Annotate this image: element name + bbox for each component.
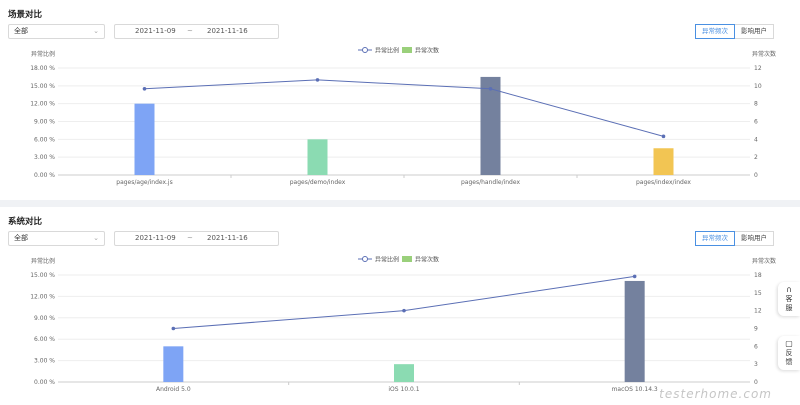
y-right-tick-label: 0 — [754, 379, 758, 386]
x-tick-label: pages/age/index.js — [116, 179, 172, 186]
x-tick-label: iOS 10.0.1 — [388, 386, 419, 393]
y-right-tick-label: 12 — [754, 308, 762, 315]
feedback-button[interactable]: ▢ 反馈 — [778, 336, 800, 370]
legend-line-marker-dot — [362, 256, 368, 262]
legend-item-rate: 异常比例 — [375, 256, 399, 264]
tab-frequency[interactable]: 异常频次 — [695, 24, 735, 39]
tab-users[interactable]: 影响用户 — [735, 24, 774, 39]
rate-point — [402, 308, 406, 313]
y-left-axis-title: 异常比例 — [31, 257, 55, 265]
filter-select[interactable]: 全部 ⌄ — [8, 231, 105, 246]
date-separator: ~ — [187, 234, 193, 242]
y-right-tick-label: 6 — [754, 343, 758, 350]
rate-point — [488, 87, 493, 91]
y-right-tick-label: 6 — [754, 119, 758, 126]
y-left-axis-title: 异常比例 — [31, 50, 55, 58]
rate-point — [632, 274, 637, 279]
date-range-picker[interactable]: 2021-11-09 ~ 2021-11-16 — [114, 24, 279, 39]
date-end[interactable]: 2021-11-16 — [207, 234, 248, 242]
section-title: 系统对比 — [8, 217, 43, 227]
y-right-axis-title: 异常次数 — [752, 50, 776, 58]
scene-chart: 异常比例 异常次数 异常比例 异常次数 0.00 % 3.00 % 6.00 % 9.00 %… — [30, 47, 776, 187]
feedback-icon: ▢ — [785, 339, 793, 348]
rate-line — [144, 79, 664, 137]
bar — [653, 148, 674, 175]
bar — [394, 364, 414, 382]
y-right-tick-label: 18 — [754, 272, 762, 279]
system-comparison-panel: 系统对比 全部 ⌄ 2021-11-09 ~ 2021-11-16 异常频次 影… — [0, 207, 800, 405]
rate-point — [315, 78, 320, 82]
bar — [307, 139, 328, 175]
y-right-tick-label: 4 — [754, 136, 758, 143]
filter-select[interactable]: 全部 ⌄ — [8, 24, 105, 39]
y-right-axis-title: 异常次数 — [752, 257, 776, 265]
customer-service-button[interactable]: ∩ 客服 — [778, 282, 800, 316]
y-left-tick-label: 15.00 % — [30, 272, 55, 279]
y-left-tick-label: 12.00 % — [30, 101, 55, 108]
x-tick-label: pages/handle/index — [461, 179, 520, 186]
rate-line — [173, 275, 635, 329]
legend-line-marker-dot — [362, 47, 368, 53]
metric-tabs: 异常频次 影响用户 — [695, 231, 774, 246]
date-start[interactable]: 2021-11-09 — [135, 234, 176, 242]
rate-point — [661, 134, 666, 139]
feedback-label: 反馈 — [785, 349, 793, 366]
y-left-tick-label: 6.00 % — [34, 136, 55, 143]
y-left-tick-label: 15.00 % — [30, 83, 55, 90]
y-left-tick-label: 12.00 % — [30, 293, 55, 300]
bar — [163, 346, 184, 382]
y-left-tick-label: 0.00 % — [34, 172, 55, 179]
y-right-tick-label: 2 — [754, 154, 758, 161]
x-tick-label: pages/index/index — [636, 179, 691, 186]
y-right-tick-label: 3 — [754, 361, 758, 368]
tab-frequency[interactable]: 异常频次 — [695, 231, 735, 246]
metric-tabs: 异常频次 影响用户 — [695, 24, 774, 39]
rate-point — [171, 326, 176, 331]
y-left-tick-label: 6.00 % — [34, 336, 55, 343]
bar — [134, 103, 155, 175]
legend-item-count: 异常次数 — [415, 47, 439, 55]
y-left-tick-label: 3.00 % — [34, 358, 55, 365]
x-tick-label: Android 5.0 — [156, 386, 191, 393]
bar — [480, 76, 501, 175]
date-separator: ~ — [187, 27, 193, 35]
x-tick-label: macOS 10.14.3 — [612, 386, 658, 393]
date-range-picker[interactable]: 2021-11-09 ~ 2021-11-16 — [114, 231, 279, 246]
watermark: testerhome.com — [659, 387, 772, 401]
x-tick-label: pages/demo/index — [290, 179, 346, 186]
chevron-down-icon: ⌄ — [93, 27, 99, 35]
legend-item-rate: 异常比例 — [375, 47, 399, 55]
y-left-tick-label: 3.00 % — [34, 154, 55, 161]
date-end[interactable]: 2021-11-16 — [207, 27, 248, 35]
rate-point — [142, 87, 147, 91]
date-start[interactable]: 2021-11-09 — [135, 27, 176, 35]
legend-bar-marker — [402, 47, 412, 53]
bar — [624, 280, 645, 382]
legend-bar-marker — [402, 256, 412, 262]
y-right-tick-label: 10 — [754, 83, 762, 90]
y-right-tick-label: 15 — [754, 290, 762, 297]
y-left-tick-label: 9.00 % — [34, 315, 55, 322]
y-left-tick-label: 18.00 % — [30, 65, 55, 72]
tab-users[interactable]: 影响用户 — [735, 231, 774, 246]
system-chart: 异常比例 异常次数 异常比例 异常次数 0.00 % 3.00 % 6.00 % 9.00 %… — [30, 256, 776, 394]
y-left-tick-label: 9.00 % — [34, 119, 55, 126]
headset-icon: ∩ — [786, 285, 792, 294]
section-title: 场景对比 — [8, 10, 43, 20]
scene-comparison-panel: 场景对比 全部 ⌄ 2021-11-09 ~ 2021-11-16 异常频次 影… — [0, 0, 800, 200]
y-left-tick-label: 0.00 % — [34, 379, 55, 386]
filter-value: 全部 — [14, 27, 28, 35]
y-right-tick-label: 8 — [754, 101, 758, 108]
legend-item-count: 异常次数 — [415, 256, 439, 264]
chevron-down-icon: ⌄ — [93, 234, 99, 242]
y-right-tick-label: 9 — [754, 326, 758, 333]
y-right-tick-label: 0 — [754, 172, 758, 179]
y-right-tick-label: 12 — [754, 65, 762, 72]
customer-service-label: 客服 — [785, 295, 793, 312]
filter-value: 全部 — [14, 234, 28, 242]
